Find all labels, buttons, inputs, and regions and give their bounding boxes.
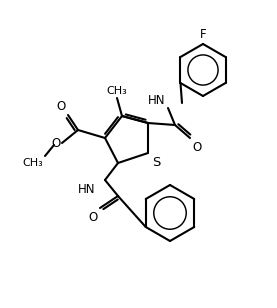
Text: O: O [57,100,66,113]
Text: F: F [200,28,206,41]
Text: O: O [52,136,61,149]
Text: CH₃: CH₃ [107,86,127,96]
Text: O: O [192,141,201,154]
Text: S: S [152,156,160,169]
Text: HN: HN [78,183,95,196]
Text: HN: HN [147,94,165,107]
Text: O: O [89,211,98,224]
Text: CH₃: CH₃ [22,158,43,168]
